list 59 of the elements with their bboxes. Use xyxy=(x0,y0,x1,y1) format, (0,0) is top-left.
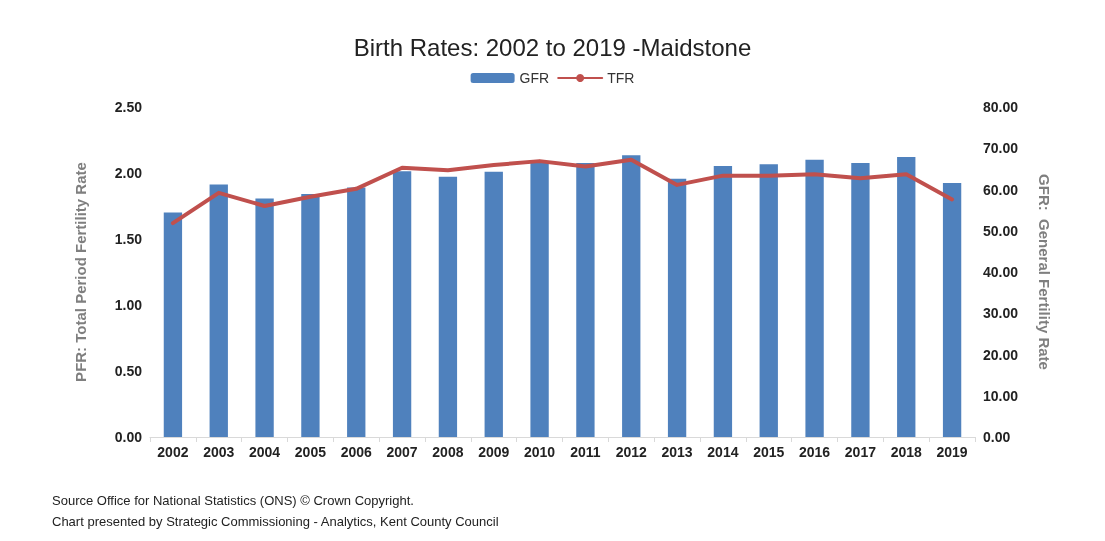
y2-axis-title: GFR: General Fertility Rate xyxy=(1036,174,1053,370)
y2-tick-label: 50.00 xyxy=(983,222,1019,239)
bar xyxy=(163,212,183,437)
y2-tick-label: 10.00 xyxy=(983,387,1019,404)
y-tick-label: 0.50 xyxy=(114,363,143,379)
y2-tick-label: 80.00 xyxy=(983,99,1019,115)
y-tick-label: 2.50 xyxy=(114,99,143,115)
x-tick-label: 2012 xyxy=(615,444,648,460)
x-tick-label: 2014 xyxy=(707,444,739,460)
legend-label: GFR xyxy=(519,70,550,86)
y-tick-label: 1.50 xyxy=(114,231,143,247)
bar xyxy=(805,159,824,437)
x-tick-label: 2004 xyxy=(249,444,281,460)
bar xyxy=(255,198,274,437)
x-tick-label: 2010 xyxy=(524,444,556,460)
bar xyxy=(392,171,412,437)
source-note: Source Office for National Statistics (ONS) © Crown Copyright. xyxy=(52,493,414,508)
bar xyxy=(484,171,503,437)
y2-tick-label: 70.00 xyxy=(983,140,1019,157)
x-tick-label: 2003 xyxy=(203,444,235,460)
x-tick-label: 2016 xyxy=(799,444,831,460)
y2-tick-label: 30.00 xyxy=(983,305,1019,322)
x-tick-label: 2015 xyxy=(753,444,785,460)
bar xyxy=(942,182,962,437)
text: Chart presented by Strategic Commissioning - Analytics, Kent County Council xyxy=(52,514,499,529)
y-axis-title: PFR: Total Period Fertility Rate xyxy=(72,162,89,382)
y-tick-label: 2.00 xyxy=(114,165,143,181)
x-tick-label: 2009 xyxy=(478,444,510,460)
y-tick-label: 1.00 xyxy=(114,297,143,313)
bar xyxy=(851,163,870,437)
y-tick-label: 0.00 xyxy=(114,429,143,445)
x-tick-label: 2007 xyxy=(386,444,418,460)
bar xyxy=(209,184,228,437)
x-tick-label: 2018 xyxy=(890,444,923,460)
bar xyxy=(759,164,778,437)
y2-tick-label: 60.00 xyxy=(983,181,1019,198)
x-tick-label: 2013 xyxy=(661,444,693,460)
line-series xyxy=(170,157,955,226)
x-tick-label: 2008 xyxy=(432,444,464,460)
bar xyxy=(667,178,687,437)
y2-tick-label: 20.00 xyxy=(983,346,1019,363)
x-tick-label: 2005 xyxy=(294,444,327,460)
x-tick-label: 2011 xyxy=(570,444,601,460)
bar xyxy=(713,165,733,437)
bar xyxy=(301,194,320,437)
x-tick-label: 2017 xyxy=(844,444,877,460)
bar xyxy=(530,163,549,437)
bar xyxy=(576,163,595,437)
y2-tick-label: 40.00 xyxy=(983,264,1019,280)
bar xyxy=(438,176,458,437)
bar xyxy=(622,155,641,437)
x-tick-label: 2019 xyxy=(936,444,968,460)
y2-tick-label: 0.00 xyxy=(983,429,1011,445)
x-tick-label: 2006 xyxy=(340,444,373,460)
bar xyxy=(897,156,916,437)
bar xyxy=(347,187,366,437)
chart-title: Birth Rates: 2002 to 2019 -Maidstone xyxy=(353,33,752,61)
x-tick-label: 2002 xyxy=(157,444,189,460)
legend-label: TFR xyxy=(607,70,635,86)
